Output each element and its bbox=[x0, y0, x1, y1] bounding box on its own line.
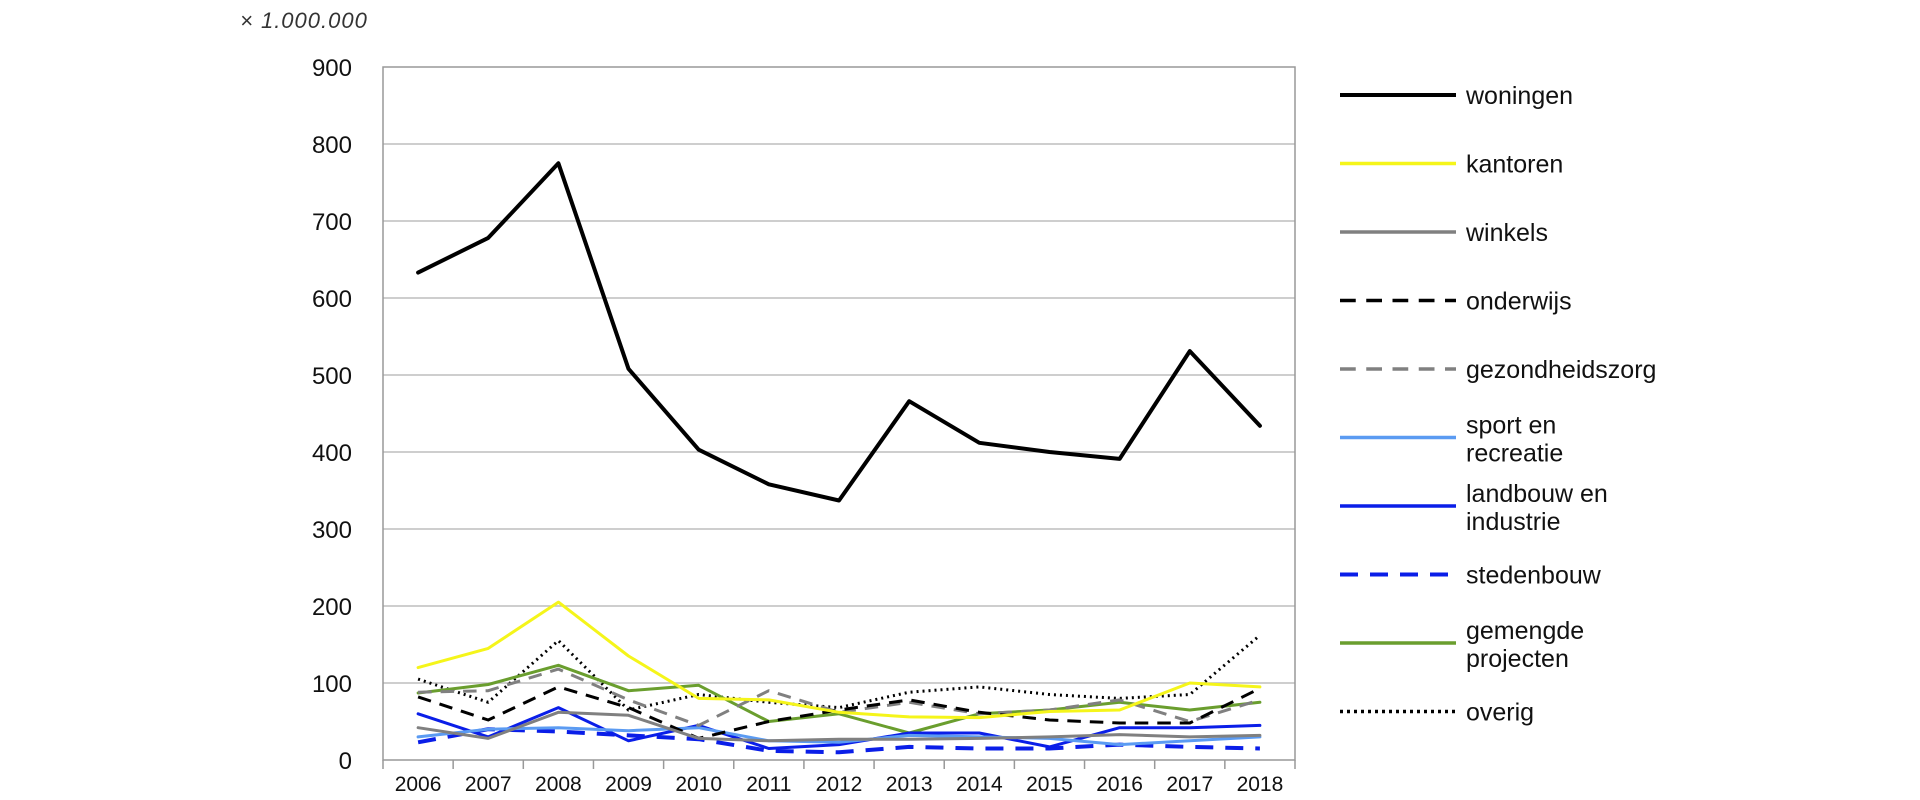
legend-label: sport en bbox=[1466, 412, 1556, 440]
y-tick-label: 900 bbox=[312, 55, 352, 82]
series-line-gemengde-projecten bbox=[416, 663, 1262, 735]
legend-label: stedenbouw bbox=[1466, 562, 1602, 590]
x-axis: 2006 2007 2008 2009 2010 2011 2012 2013 2014 2015… bbox=[382, 760, 1296, 796]
y-tick-label: 300 bbox=[312, 517, 352, 544]
x-tick-label: 2009 bbox=[605, 773, 652, 796]
x-tick-label: 2008 bbox=[535, 773, 582, 796]
series-line-landbouw-en-industrie bbox=[416, 706, 1262, 750]
series-line-onderwijs bbox=[417, 685, 1261, 740]
y-tick-label: 400 bbox=[312, 440, 352, 467]
y-tick-label: 100 bbox=[312, 671, 352, 698]
x-tick-label: 2015 bbox=[1026, 773, 1073, 796]
y-unit-label: × 1.000.000 bbox=[240, 8, 368, 33]
x-tick-label: 2006 bbox=[395, 773, 442, 796]
y-tick-label: 700 bbox=[312, 209, 352, 236]
legend: woningen kantoren winkels onderwijs gezondhe… bbox=[1340, 82, 1656, 727]
y-tick-label: 500 bbox=[312, 363, 352, 390]
legend-label: overig bbox=[1466, 699, 1534, 727]
series-line-sport-en-recreatie bbox=[416, 726, 1262, 747]
legend-label: gezondheidszorg bbox=[1466, 356, 1656, 384]
series-lines bbox=[416, 161, 1262, 755]
y-tick-label: 600 bbox=[312, 286, 352, 313]
y-tick-label: 0 bbox=[339, 748, 352, 775]
x-tick-label: 2007 bbox=[465, 773, 512, 796]
legend-label: projecten bbox=[1466, 645, 1569, 673]
legend-label: onderwijs bbox=[1466, 288, 1572, 316]
legend-label: winkels bbox=[1465, 219, 1548, 247]
legend-label: industrie bbox=[1466, 508, 1561, 536]
plot-frame bbox=[382, 66, 1296, 761]
x-tick-label: 2012 bbox=[816, 773, 863, 796]
legend-label: landbouw en bbox=[1466, 480, 1608, 508]
series-line-winkels bbox=[416, 710, 1262, 743]
legend-label: gemengde bbox=[1466, 617, 1584, 645]
y-tick-label: 800 bbox=[312, 132, 352, 159]
y-axis: 0 100 200 300 400 500 600 700 800 900 bbox=[312, 55, 352, 775]
series-line-stedenbouw bbox=[417, 727, 1260, 755]
y-tick-label: 200 bbox=[312, 594, 352, 621]
series-line-woningen bbox=[416, 161, 1262, 503]
x-tick-label: 2014 bbox=[956, 773, 1003, 796]
legend-label: woningen bbox=[1465, 82, 1573, 110]
x-tick-label: 2016 bbox=[1096, 773, 1143, 796]
legend-label: kantoren bbox=[1466, 151, 1563, 179]
series-line-overig bbox=[417, 634, 1261, 712]
x-tick-label: 2018 bbox=[1237, 773, 1284, 796]
x-tick-label: 2011 bbox=[746, 773, 791, 796]
series-line-gezondheidszorg bbox=[418, 667, 1261, 727]
x-tick-label: 2010 bbox=[675, 773, 722, 796]
x-tick-label: 2013 bbox=[886, 773, 933, 796]
series-line-kantoren bbox=[416, 600, 1262, 720]
grid-lines bbox=[383, 143, 1295, 684]
legend-label: recreatie bbox=[1466, 440, 1563, 468]
x-tick-label: 2017 bbox=[1166, 773, 1213, 796]
